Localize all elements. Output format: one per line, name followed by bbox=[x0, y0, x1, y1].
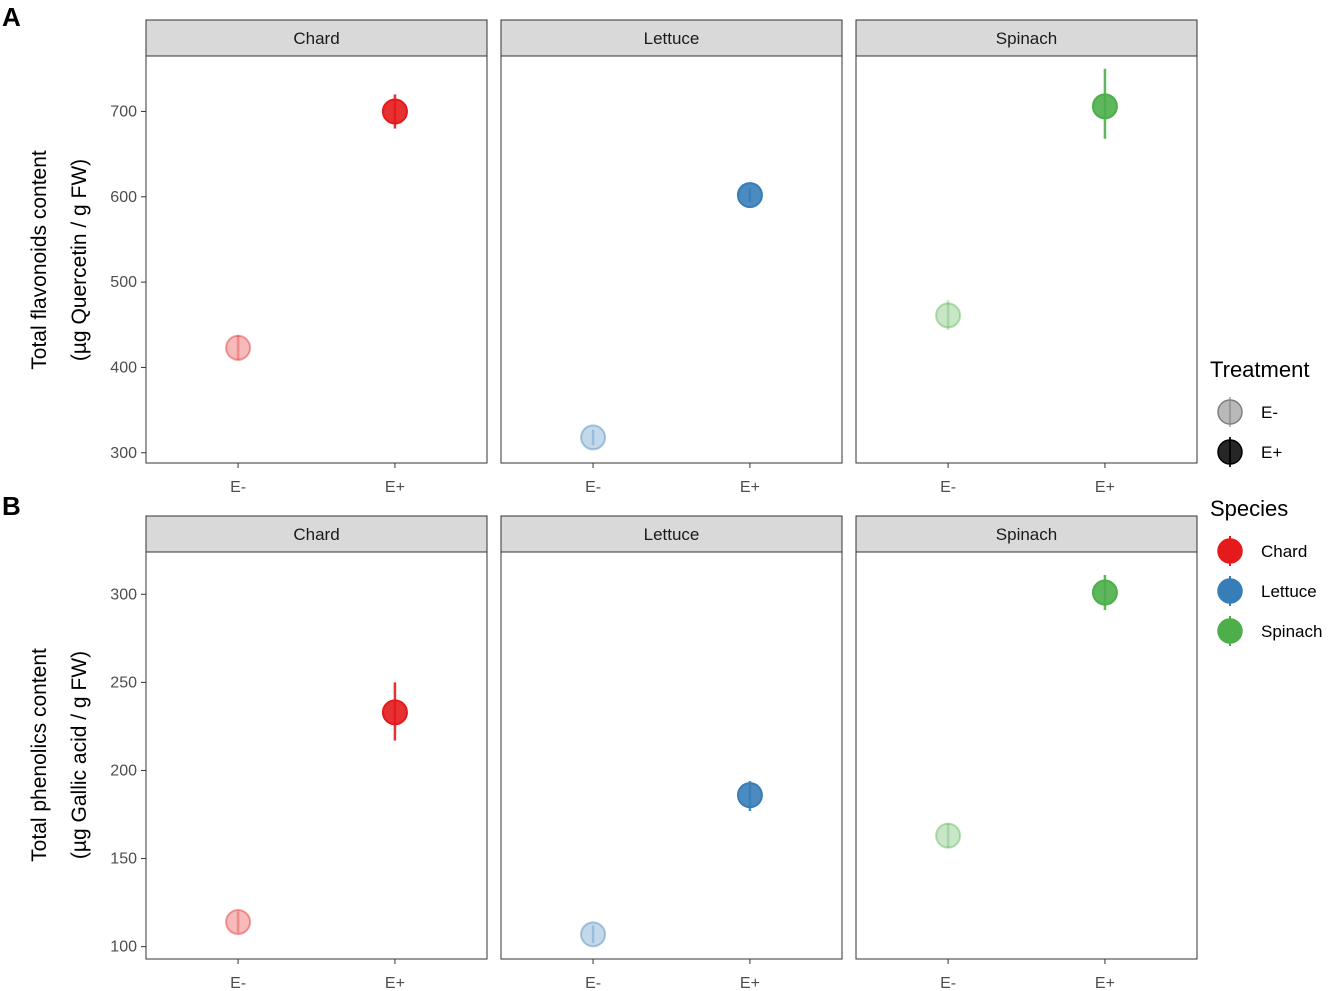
data-point bbox=[580, 424, 607, 451]
y-tick-label: 600 bbox=[110, 189, 137, 206]
legend-key-point bbox=[1217, 538, 1243, 564]
legend-label: Spinach bbox=[1261, 622, 1322, 641]
legend: Treatment E- E+ Species Chard Lettuce Spina… bbox=[1210, 357, 1322, 646]
y-tick-label: 700 bbox=[110, 103, 137, 120]
y-axis-title-b: Total phenolics content (µg Gallic acid … bbox=[28, 648, 91, 862]
data-point bbox=[1091, 93, 1118, 120]
y-tick-label: 300 bbox=[110, 586, 137, 603]
data-point bbox=[225, 334, 252, 361]
x-tick-label: E- bbox=[230, 975, 246, 991]
facet-panel bbox=[145, 55, 488, 464]
x-tick-label: E- bbox=[940, 975, 956, 991]
x-tick-label: E- bbox=[230, 479, 246, 496]
legend-key-point bbox=[1217, 618, 1243, 644]
legend-label: E+ bbox=[1261, 443, 1282, 462]
data-point bbox=[580, 921, 607, 948]
y-axis-title-b-line2: (µg Gallic acid / g FW) bbox=[68, 651, 91, 859]
facet-strip-label: Lettuce bbox=[644, 525, 700, 544]
legend-key-point bbox=[1217, 439, 1243, 465]
y-tick-label: 500 bbox=[110, 274, 137, 291]
data-point bbox=[736, 782, 763, 809]
data-point bbox=[935, 302, 962, 329]
y-tick-label: 200 bbox=[110, 762, 137, 779]
facet-strip bbox=[145, 19, 488, 57]
data-point bbox=[1091, 579, 1118, 606]
y-tick-label: 100 bbox=[110, 939, 137, 956]
facet-panel bbox=[855, 551, 1198, 960]
legend-key-point bbox=[1217, 399, 1243, 425]
facet-strip-label: Lettuce bbox=[644, 29, 700, 48]
x-tick-label: E+ bbox=[740, 479, 760, 496]
facet-strip bbox=[145, 515, 488, 553]
y-tick-label: 250 bbox=[110, 674, 137, 691]
x-tick-label: E+ bbox=[1095, 975, 1115, 991]
legend-title-treatment: Treatment bbox=[1210, 357, 1309, 382]
facet-panel bbox=[145, 551, 488, 960]
y-axis-title-b-line1: Total phenolics content bbox=[28, 648, 51, 862]
plot-area: 300 400 500 600 700 Chard E- E+ Lettuce E- E+ Spina… bbox=[110, 19, 1198, 991]
data-point bbox=[381, 98, 408, 125]
facet-panel bbox=[855, 55, 1198, 464]
y-tick-label: 400 bbox=[110, 359, 137, 376]
facet-strip bbox=[500, 515, 843, 553]
x-tick-label: E+ bbox=[740, 975, 760, 991]
x-tick-label: E- bbox=[585, 975, 601, 991]
legend-label: E- bbox=[1261, 403, 1278, 422]
y-tick-label: 300 bbox=[110, 445, 137, 462]
facet-strip-label: Spinach bbox=[996, 525, 1057, 544]
facet-panel bbox=[500, 55, 843, 464]
x-tick-label: E- bbox=[585, 479, 601, 496]
panel-tag-b: B bbox=[2, 491, 21, 521]
data-point bbox=[381, 699, 408, 726]
facet-strip-label: Chard bbox=[293, 29, 339, 48]
facet-strip-label: Chard bbox=[293, 525, 339, 544]
legend-title-species: Species bbox=[1210, 496, 1288, 521]
facet-strip-label: Spinach bbox=[996, 29, 1057, 48]
x-tick-label: E+ bbox=[385, 975, 405, 991]
legend-species-keys: Chard Lettuce Spinach bbox=[1217, 536, 1322, 646]
data-point bbox=[736, 182, 763, 209]
legend-treatment-keys: E- E+ bbox=[1217, 397, 1282, 467]
legend-key-point bbox=[1217, 578, 1243, 604]
y-axis-title-a-line1: Total flavonoids content bbox=[28, 150, 51, 370]
y-tick-label: 150 bbox=[110, 851, 137, 868]
y-axis-title-a: Total flavonoids content (µg Quercetin /… bbox=[28, 150, 91, 370]
x-tick-label: E- bbox=[940, 479, 956, 496]
legend-label: Lettuce bbox=[1261, 582, 1317, 601]
facet-panel bbox=[500, 551, 843, 960]
y-axis-title-a-line2: (µg Quercetin / g FW) bbox=[68, 159, 91, 361]
panel-tag-a: A bbox=[2, 2, 21, 32]
x-tick-label: E+ bbox=[1095, 479, 1115, 496]
data-point bbox=[225, 909, 252, 935]
x-tick-label: E+ bbox=[385, 479, 405, 496]
legend-label: Chard bbox=[1261, 542, 1307, 561]
facet-strip bbox=[855, 515, 1198, 553]
data-point bbox=[935, 822, 962, 849]
facet-strip bbox=[855, 19, 1198, 57]
